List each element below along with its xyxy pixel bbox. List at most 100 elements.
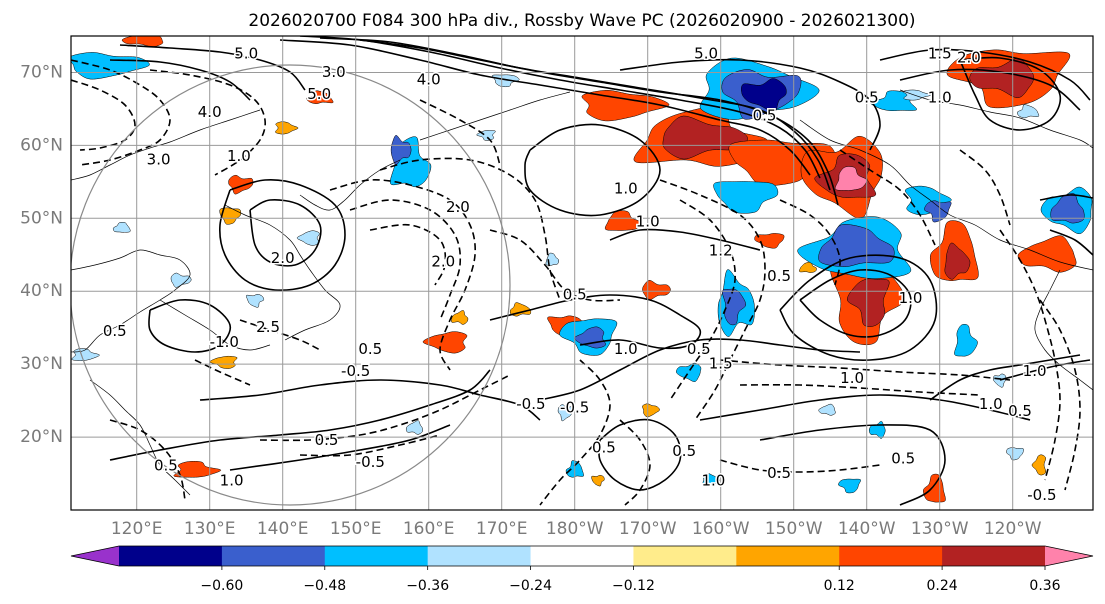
positive-contour — [759, 424, 946, 506]
negative-contour — [839, 149, 936, 246]
positive-contour — [539, 338, 861, 401]
colorbar: −0.60−0.48−0.36−0.24−0.120.120.240.360.4… — [70, 545, 1094, 594]
coastline — [71, 249, 191, 353]
contour-label: 0.5 — [855, 89, 879, 107]
longitude-tick-labels: 120°E 130°E 140°E 150°E 160°E 170°E 180°W 170°W… — [111, 519, 1042, 539]
negative-contour — [369, 223, 447, 286]
contour-label: 1.0 — [614, 340, 638, 358]
divergence-shaded-region — [557, 404, 573, 422]
colorbar-tick-label: 0.24 — [927, 578, 958, 594]
positive-contour — [1039, 194, 1093, 201]
positive-contour — [489, 294, 702, 350]
longitude-tick-label: 130°E — [184, 519, 236, 539]
contour-label: 0.5 — [103, 322, 127, 340]
negative-contour — [109, 419, 186, 501]
positive-contour — [929, 354, 1081, 401]
negative-contour — [1039, 299, 1081, 491]
divergence-shaded-region — [642, 280, 671, 301]
contour-label: 3.0 — [322, 63, 346, 81]
negative-contour — [669, 199, 736, 401]
divergence-shaded-region — [173, 461, 222, 478]
divergence-shaded-region — [818, 224, 895, 267]
divergence-shaded-region — [713, 181, 779, 214]
latitude-tick-labels: 70°N 60°N 50°N 40°N 30°N 20°N — [20, 62, 63, 447]
colorbar-outline — [70, 545, 1094, 567]
positive-contour — [359, 39, 839, 206]
contour-label: 0.5 — [672, 442, 696, 460]
negative-contour — [149, 69, 266, 176]
colorbar-tick-label: −0.24 — [509, 578, 552, 594]
colorbar-segment — [324, 546, 429, 566]
divergence-shaded-region — [509, 302, 532, 317]
longitude-tick-label: 120°E — [111, 519, 163, 539]
colorbar-segment — [221, 546, 326, 566]
positive-contour — [598, 418, 682, 491]
latitude-tick-label: 30°N — [20, 354, 63, 374]
contour-label: 2.0 — [431, 253, 455, 271]
positive-contour — [699, 394, 1031, 421]
longitude-tick-label: 120°W — [984, 519, 1042, 539]
divergence-shaded-region — [834, 166, 868, 191]
contour-label: 0.5 — [1008, 402, 1032, 420]
longitude-tick-label: 180°W — [546, 519, 604, 539]
positive-contour — [1049, 229, 1093, 256]
contour-label: 2.5 — [256, 318, 280, 336]
contour-label: 3.0 — [147, 151, 171, 169]
contour-label: 2.0 — [957, 48, 981, 66]
contour-label: -1.0 — [210, 333, 239, 351]
divergence-shaded-region — [1017, 235, 1077, 273]
negative-contour — [959, 149, 1011, 226]
negative-contour — [239, 319, 321, 351]
divergence-shaded-region — [676, 362, 702, 382]
coastline — [89, 379, 191, 496]
positive-contour — [109, 369, 491, 461]
longitude-tick-label: 160°W — [692, 519, 750, 539]
contour-label: -0.5 — [356, 453, 385, 471]
colorbar-tick-label: −0.12 — [612, 578, 655, 594]
positive-contour — [609, 228, 761, 251]
contour-label: 0.5 — [767, 267, 791, 285]
divergence-shaded-region — [228, 174, 254, 195]
longitude-tick-label: 130°W — [911, 519, 969, 539]
contour-label: -0.5 — [1027, 486, 1056, 504]
colorbar-segment — [633, 546, 737, 566]
divergence-shaded-region — [451, 310, 469, 325]
negative-contour — [539, 359, 611, 506]
divergence-shaded-region — [903, 89, 932, 101]
longitude-tick-label: 140°W — [838, 519, 896, 539]
contour-label: 1.5 — [709, 355, 733, 373]
contour-label: 0.5 — [891, 450, 915, 468]
colorbar-tick-label: −0.60 — [200, 578, 243, 594]
contour-label: -0.5 — [560, 398, 589, 416]
negative-contour — [259, 374, 511, 442]
divergence-shaded-region — [604, 210, 641, 231]
longitude-tick-label: 150°W — [765, 519, 823, 539]
chart-title: 2026020700 F084 300 hPa div., Rossby Wav… — [248, 11, 915, 31]
contour-label: 1.0 — [979, 395, 1003, 413]
colorbar-tick-label: −0.36 — [406, 578, 449, 594]
contour-label: 1.0 — [928, 89, 952, 107]
positive-contour — [879, 48, 1091, 101]
negative-contour — [71, 79, 136, 151]
divergence-shaded-region — [306, 90, 334, 104]
latitude-tick-label: 60°N — [20, 135, 63, 155]
divergence-shaded-region — [642, 403, 660, 418]
contour-label: 5.0 — [307, 85, 331, 103]
divergence-shaded-region — [1006, 447, 1024, 461]
divergence-shaded-region — [246, 293, 265, 308]
latitude-tick-label: 40°N — [20, 281, 63, 301]
divergence-shaded-region — [405, 420, 423, 435]
divergence-shaded-region — [1031, 454, 1047, 476]
contour-label: -0.5 — [341, 362, 370, 380]
negative-contour — [719, 459, 881, 473]
contour-label: 4.0 — [198, 103, 222, 121]
contour-label: 0.5 — [687, 340, 711, 358]
divergence-shaded-region — [944, 242, 971, 280]
negative-contour — [299, 434, 441, 457]
contour-label: 1.0 — [899, 289, 923, 307]
negative-contour — [379, 157, 561, 301]
contour-label: 1.2 — [709, 242, 733, 260]
divergence-shaded-region — [754, 233, 785, 249]
longitude-tick-label: 160°E — [403, 519, 455, 539]
